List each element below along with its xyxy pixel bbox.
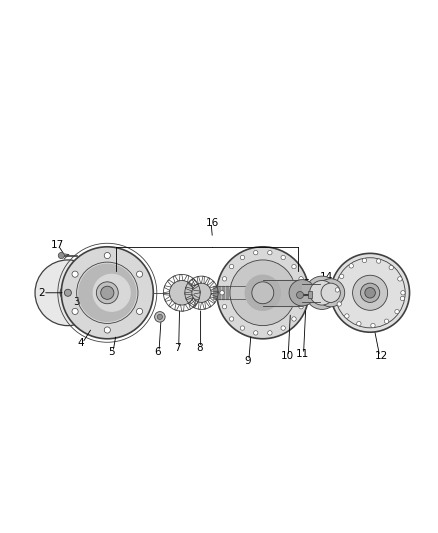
Bar <box>222 286 224 300</box>
Circle shape <box>395 310 399 314</box>
Circle shape <box>230 264 234 269</box>
Circle shape <box>398 277 402 281</box>
Circle shape <box>72 271 78 277</box>
Circle shape <box>193 284 210 302</box>
Text: 14: 14 <box>320 272 333 282</box>
Circle shape <box>240 255 244 260</box>
Bar <box>263 280 302 306</box>
Circle shape <box>230 317 234 321</box>
Circle shape <box>101 286 114 300</box>
Circle shape <box>58 253 64 259</box>
Bar <box>217 286 220 300</box>
Circle shape <box>305 276 339 310</box>
Circle shape <box>170 280 194 305</box>
Circle shape <box>310 280 334 305</box>
Circle shape <box>376 259 381 263</box>
Circle shape <box>400 296 405 301</box>
Circle shape <box>252 282 274 304</box>
Text: 2: 2 <box>38 288 45 298</box>
Circle shape <box>289 280 315 306</box>
Text: 11: 11 <box>296 349 309 359</box>
Circle shape <box>104 327 110 333</box>
Circle shape <box>35 260 101 326</box>
Polygon shape <box>93 274 130 311</box>
Circle shape <box>254 330 258 335</box>
Text: 9: 9 <box>244 356 251 366</box>
Polygon shape <box>245 275 280 310</box>
Circle shape <box>157 314 162 319</box>
Circle shape <box>335 288 339 292</box>
Circle shape <box>299 277 303 281</box>
Bar <box>251 286 253 300</box>
Circle shape <box>192 283 211 302</box>
Text: 6: 6 <box>154 347 161 357</box>
Text: 13: 13 <box>355 290 368 300</box>
Circle shape <box>61 247 153 339</box>
Text: 4: 4 <box>78 338 85 348</box>
Bar <box>302 284 320 302</box>
Bar <box>226 286 228 300</box>
Circle shape <box>365 287 375 298</box>
Circle shape <box>223 304 227 309</box>
Circle shape <box>362 259 367 263</box>
Circle shape <box>240 326 244 330</box>
Circle shape <box>170 281 193 304</box>
Circle shape <box>360 283 380 302</box>
Circle shape <box>297 292 304 298</box>
Circle shape <box>371 324 375 328</box>
Circle shape <box>401 290 405 295</box>
Circle shape <box>137 308 143 314</box>
Polygon shape <box>308 292 312 298</box>
Circle shape <box>60 285 76 301</box>
Text: 10: 10 <box>280 351 293 361</box>
Circle shape <box>317 279 345 307</box>
Circle shape <box>292 264 296 269</box>
Circle shape <box>357 321 361 326</box>
Circle shape <box>72 308 78 314</box>
Text: 5: 5 <box>108 347 115 357</box>
Circle shape <box>339 274 344 279</box>
Circle shape <box>301 290 306 295</box>
Circle shape <box>281 255 285 260</box>
Text: 3: 3 <box>73 296 80 306</box>
Circle shape <box>349 264 353 268</box>
Text: 12: 12 <box>374 351 388 361</box>
Text: 16: 16 <box>206 217 219 228</box>
Circle shape <box>217 247 309 339</box>
Circle shape <box>96 282 118 304</box>
Circle shape <box>389 265 393 270</box>
Bar <box>230 286 233 300</box>
Circle shape <box>292 317 296 321</box>
Circle shape <box>321 283 340 302</box>
Bar <box>247 286 249 300</box>
Circle shape <box>223 277 227 281</box>
Bar <box>234 286 237 300</box>
Circle shape <box>155 312 165 322</box>
Circle shape <box>384 319 389 324</box>
Text: 7: 7 <box>174 343 181 352</box>
Bar <box>238 286 241 300</box>
Bar <box>213 286 216 300</box>
Circle shape <box>345 314 349 318</box>
Polygon shape <box>79 264 136 321</box>
Text: 15: 15 <box>298 279 311 289</box>
Circle shape <box>331 253 410 332</box>
Text: 17: 17 <box>50 240 64 251</box>
Circle shape <box>104 253 110 259</box>
Circle shape <box>299 304 303 309</box>
Circle shape <box>254 251 258 255</box>
Circle shape <box>353 275 388 310</box>
Circle shape <box>137 271 143 277</box>
Circle shape <box>230 260 296 326</box>
Text: 8: 8 <box>196 343 203 352</box>
Circle shape <box>268 251 272 255</box>
Circle shape <box>268 330 272 335</box>
Circle shape <box>281 326 285 330</box>
Circle shape <box>337 302 342 306</box>
Circle shape <box>220 290 224 295</box>
Circle shape <box>64 289 71 296</box>
Bar <box>242 286 245 300</box>
